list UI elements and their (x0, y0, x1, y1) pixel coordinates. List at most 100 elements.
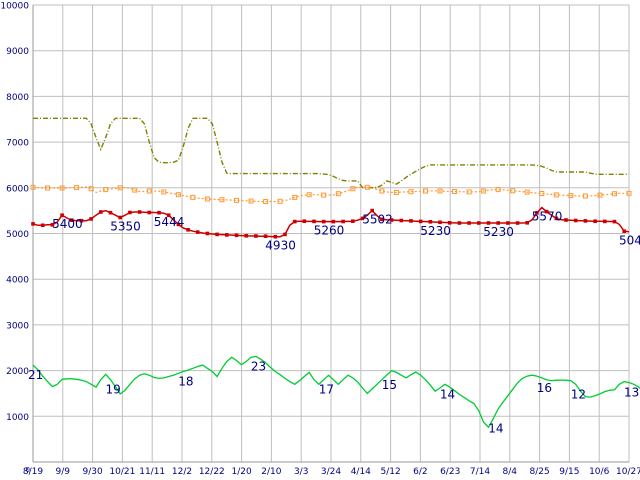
red-marker (244, 234, 248, 238)
red-marker (544, 209, 549, 214)
y-tick-label: 6000 (6, 184, 29, 194)
red-data-label: 5400 (52, 217, 83, 231)
x-tick-label: 10/21 (109, 467, 135, 477)
x-tick-label: 2/10 (261, 467, 281, 477)
orange-marker (539, 191, 545, 196)
x-tick-label: 9/30 (82, 467, 102, 477)
y-tick-label: 9000 (6, 47, 29, 57)
red-marker (40, 223, 45, 228)
orange-marker (117, 185, 123, 191)
red-marker (525, 221, 529, 225)
origin-label: 0 (26, 466, 30, 474)
x-tick-label: 6/23 (440, 467, 460, 477)
orange-marker (234, 197, 239, 203)
red-marker (205, 231, 210, 236)
series-orange (30, 184, 632, 204)
orange-marker (277, 198, 283, 204)
green-data-labels: 21 19 18 23 17 15 14 14 16 12 13 (28, 359, 639, 435)
red-marker (622, 229, 626, 233)
orange-marker (379, 188, 385, 194)
green-data-label: 23 (251, 359, 266, 373)
x-tick-label: 10/27 (616, 467, 640, 477)
red-marker (263, 234, 268, 238)
green-data-label: 16 (537, 381, 552, 395)
orange-marker (248, 198, 254, 204)
red-marker (186, 228, 190, 232)
orange-marker (306, 192, 312, 198)
red-marker (108, 210, 113, 215)
red-marker (60, 213, 64, 217)
orange-marker (568, 193, 574, 199)
red-marker (573, 218, 578, 223)
orange-marker (219, 197, 225, 203)
orange-marker (510, 188, 516, 194)
orange-marker (437, 188, 443, 194)
x-tick-label: 1/20 (231, 467, 251, 477)
axis-lines (32, 5, 629, 463)
x-tick-label: 7/14 (470, 467, 490, 477)
red-marker (351, 219, 355, 223)
green-data-label: 14 (488, 422, 503, 436)
red-marker (564, 218, 568, 222)
y-axis-tick-labels: 1000 2000 3000 4000 5000 6000 7000 8000 9000 1000… (0, 2, 29, 423)
red-marker (496, 221, 500, 225)
orange-marker (88, 186, 94, 192)
y-tick-label: 10000 (0, 2, 29, 12)
green-data-label: 14 (440, 387, 455, 401)
red-marker (486, 221, 491, 225)
x-tick-label: 5/12 (380, 467, 400, 477)
red-marker (341, 219, 345, 224)
x-tick-label: 9/15 (559, 467, 579, 477)
x-tick-label: 8/4 (503, 467, 518, 477)
x-tick-label: 4/14 (351, 467, 371, 477)
green-line (32, 355, 640, 429)
red-data-label: 5230 (420, 224, 451, 238)
red-marker (380, 217, 384, 222)
orange-marker (321, 192, 327, 198)
orange-marker (350, 186, 356, 192)
red-marker (79, 218, 84, 223)
red-marker (225, 233, 229, 237)
y-tick-label: 1000 (6, 413, 29, 423)
y-tick-label: 8000 (6, 93, 29, 103)
red-data-labels: 5400 5350 5444 4930 5260 5502 5230 5230 5570 5040 (52, 210, 640, 253)
red-marker (215, 232, 219, 237)
green-data-label: 12 (571, 387, 586, 401)
red-marker (254, 234, 258, 238)
x-tick-label: 12/22 (199, 467, 225, 477)
red-marker (418, 219, 423, 224)
x-tick-label: 8/19 (23, 467, 43, 477)
red-marker (166, 213, 171, 217)
red-marker (321, 219, 326, 224)
red-marker (147, 210, 152, 215)
orange-marker (190, 194, 196, 200)
orange-marker (292, 194, 298, 200)
red-marker (128, 210, 132, 215)
red-marker (99, 210, 103, 214)
red-data-label: 5444 (154, 215, 185, 229)
red-marker (312, 219, 316, 224)
green-data-label: 21 (28, 368, 43, 382)
red-marker (447, 221, 452, 225)
orange-marker (161, 189, 167, 195)
red-marker (428, 220, 433, 224)
y-tick-label: 3000 (6, 321, 29, 331)
orange-marker (408, 189, 414, 195)
red-marker (283, 232, 287, 237)
red-data-label: 5260 (314, 224, 345, 238)
y-tick-label: 7000 (6, 139, 29, 149)
orange-marker (204, 196, 210, 202)
orange-marker (335, 191, 341, 197)
orange-marker (423, 188, 428, 194)
y-tick-label: 5000 (6, 230, 29, 240)
red-marker (506, 221, 510, 225)
red-data-label: 5502 (362, 213, 393, 227)
orange-marker (59, 185, 65, 191)
green-data-label: 13 (624, 386, 639, 400)
orange-marker (495, 187, 501, 193)
orange-marker (74, 185, 80, 191)
red-marker (477, 221, 481, 225)
